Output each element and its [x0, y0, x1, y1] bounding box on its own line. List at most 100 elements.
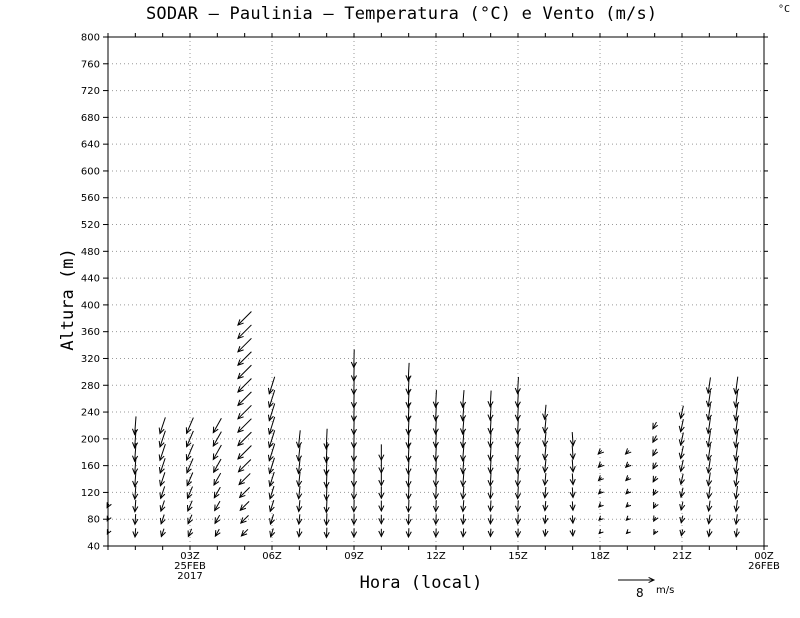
vector-head [598, 502, 604, 508]
vector-head [624, 461, 632, 469]
wind-vector [598, 502, 604, 508]
wind-vector [267, 430, 276, 449]
wind-vector [158, 417, 166, 435]
wind-vector [733, 443, 740, 462]
vector-shaft [238, 473, 251, 485]
vector-shaft [544, 501, 547, 511]
vector-shaft [680, 445, 684, 459]
vector-shaft [708, 500, 711, 512]
y-tick-label: 440 [81, 274, 100, 285]
vector-shaft [735, 500, 738, 512]
y-tick-label: 280 [81, 381, 100, 392]
vector-shaft [187, 528, 193, 537]
vector-head [350, 428, 357, 436]
vector-shaft [489, 486, 492, 499]
wind-vector [237, 324, 252, 340]
vector-shaft [134, 528, 137, 538]
vector-head [405, 415, 412, 423]
vector-head [187, 517, 193, 525]
wind-vector [159, 472, 166, 487]
wind-vector [514, 457, 521, 475]
wind-vector [652, 462, 659, 470]
vector-head [432, 531, 440, 538]
wind-vector [542, 459, 549, 474]
vector-shaft [708, 486, 711, 499]
vector-shaft [707, 404, 711, 420]
vector-head [733, 387, 740, 395]
vector-head [652, 449, 659, 457]
vector-head [237, 426, 244, 434]
wind-vector [432, 486, 439, 500]
wind-vector [705, 404, 712, 422]
vector-shaft [268, 430, 276, 448]
wind-vector [460, 471, 467, 488]
vector-head [514, 505, 522, 513]
vector-head [542, 440, 549, 448]
vector-head [460, 401, 467, 409]
vector-head [131, 442, 139, 449]
vector-head [240, 530, 248, 537]
wind-vector [432, 500, 440, 513]
vector-head [542, 426, 549, 434]
vector-shaft [160, 514, 165, 524]
vector-head [569, 491, 576, 499]
wind-vector [186, 486, 193, 500]
y-tick-label: 640 [81, 140, 100, 151]
vector-head [350, 388, 357, 396]
vector-shaft [213, 486, 221, 499]
wind-vector [296, 486, 303, 500]
wind-vector [678, 459, 685, 473]
wind-vector [652, 475, 659, 483]
vector-shaft [407, 485, 410, 500]
vector-shaft [269, 457, 275, 474]
wind-vector [625, 488, 632, 495]
vector-head [214, 517, 221, 525]
vector-head [132, 531, 139, 539]
vector-shaft [160, 528, 165, 537]
vector-head [706, 466, 713, 474]
wind-vector [598, 515, 604, 522]
wind-vector [569, 501, 576, 512]
wind-vector [705, 377, 712, 395]
wind-vector [323, 499, 330, 514]
wind-vector [487, 514, 494, 525]
vector-head [268, 480, 275, 488]
x-tick-label: 09Z [344, 551, 364, 562]
wind-vector [706, 458, 713, 474]
vector-head [350, 468, 357, 476]
vector-head [706, 517, 713, 525]
vector-head [705, 454, 712, 462]
wind-vector [653, 515, 659, 523]
vector-head [733, 454, 740, 462]
wind-vector [652, 488, 659, 496]
wind-vector [160, 528, 166, 538]
vector-shaft [680, 473, 684, 485]
vector-shaft [735, 486, 738, 499]
vector-shaft [269, 485, 275, 499]
vector-head [323, 456, 330, 464]
vector-shaft [325, 499, 328, 513]
vector-shaft [186, 444, 194, 461]
vector-shaft [134, 499, 137, 512]
vector-head [542, 491, 549, 499]
vector-head [187, 504, 193, 513]
wind-vector [350, 514, 358, 526]
vector-head [705, 400, 712, 408]
vector-shaft [435, 471, 437, 487]
wind-vector [350, 499, 358, 513]
wind-vector [542, 404, 549, 421]
vector-head [733, 401, 740, 409]
vector-head [625, 515, 631, 522]
wind-vector [186, 472, 194, 487]
vector-head [323, 519, 330, 527]
wind-vector [239, 501, 250, 512]
x-tick-label: 12Z [426, 551, 446, 562]
wind-vector [542, 487, 549, 499]
vector-shaft [735, 430, 739, 448]
vector-head [350, 361, 357, 369]
wind-vector [679, 529, 686, 537]
vector-head [350, 442, 357, 449]
y-tick-label: 520 [81, 220, 100, 231]
wind-vector [131, 416, 139, 436]
vector-shaft [462, 457, 465, 474]
